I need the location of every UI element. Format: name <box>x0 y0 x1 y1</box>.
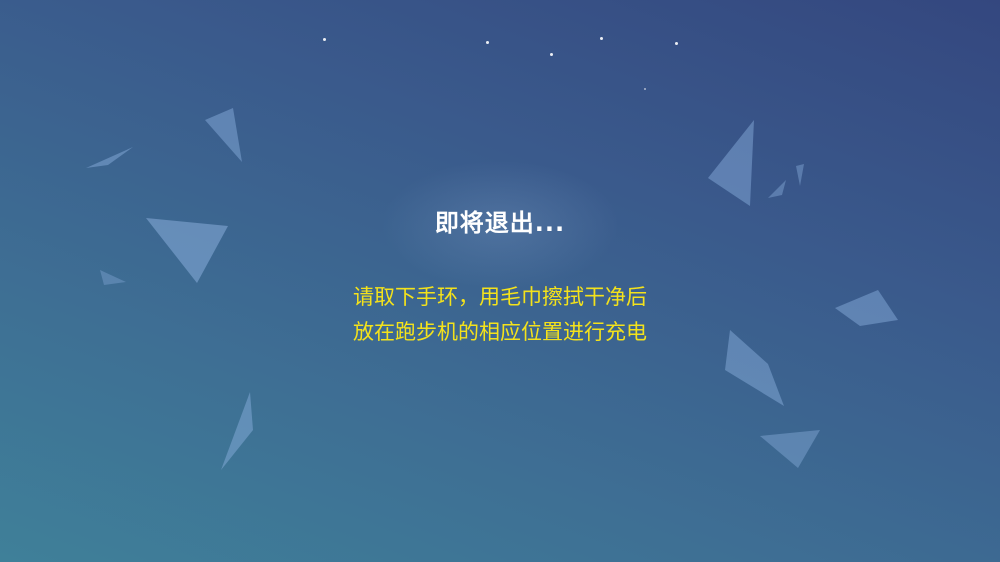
paper-plane-icon <box>768 180 786 198</box>
paper-plane-icon <box>100 270 126 285</box>
instruction-message: 请取下手环，用毛巾擦拭干净后 放在跑步机的相应位置进行充电 <box>0 280 1000 350</box>
paper-plane-icon <box>725 330 784 406</box>
paper-plane-icon <box>146 218 228 283</box>
star-icon <box>644 88 646 90</box>
paper-plane-icon <box>86 147 133 168</box>
star-icon <box>486 41 489 44</box>
star-icon <box>550 53 553 56</box>
paper-plane-icon <box>708 120 754 206</box>
instruction-line: 请取下手环，用毛巾擦拭干净后 <box>353 285 647 309</box>
star-icon <box>323 38 326 41</box>
paper-plane-icon <box>796 164 804 186</box>
star-icon <box>675 42 678 45</box>
title-glow <box>380 160 620 290</box>
instruction-line: 放在跑步机的相应位置进行充电 <box>353 320 647 344</box>
paper-plane-icon <box>205 108 242 162</box>
paper-plane-icon <box>221 392 253 470</box>
paper-plane-icon <box>835 290 898 326</box>
exit-title: 即将退出... <box>434 209 566 237</box>
star-icon <box>600 37 603 40</box>
paper-plane-icon <box>760 430 820 468</box>
